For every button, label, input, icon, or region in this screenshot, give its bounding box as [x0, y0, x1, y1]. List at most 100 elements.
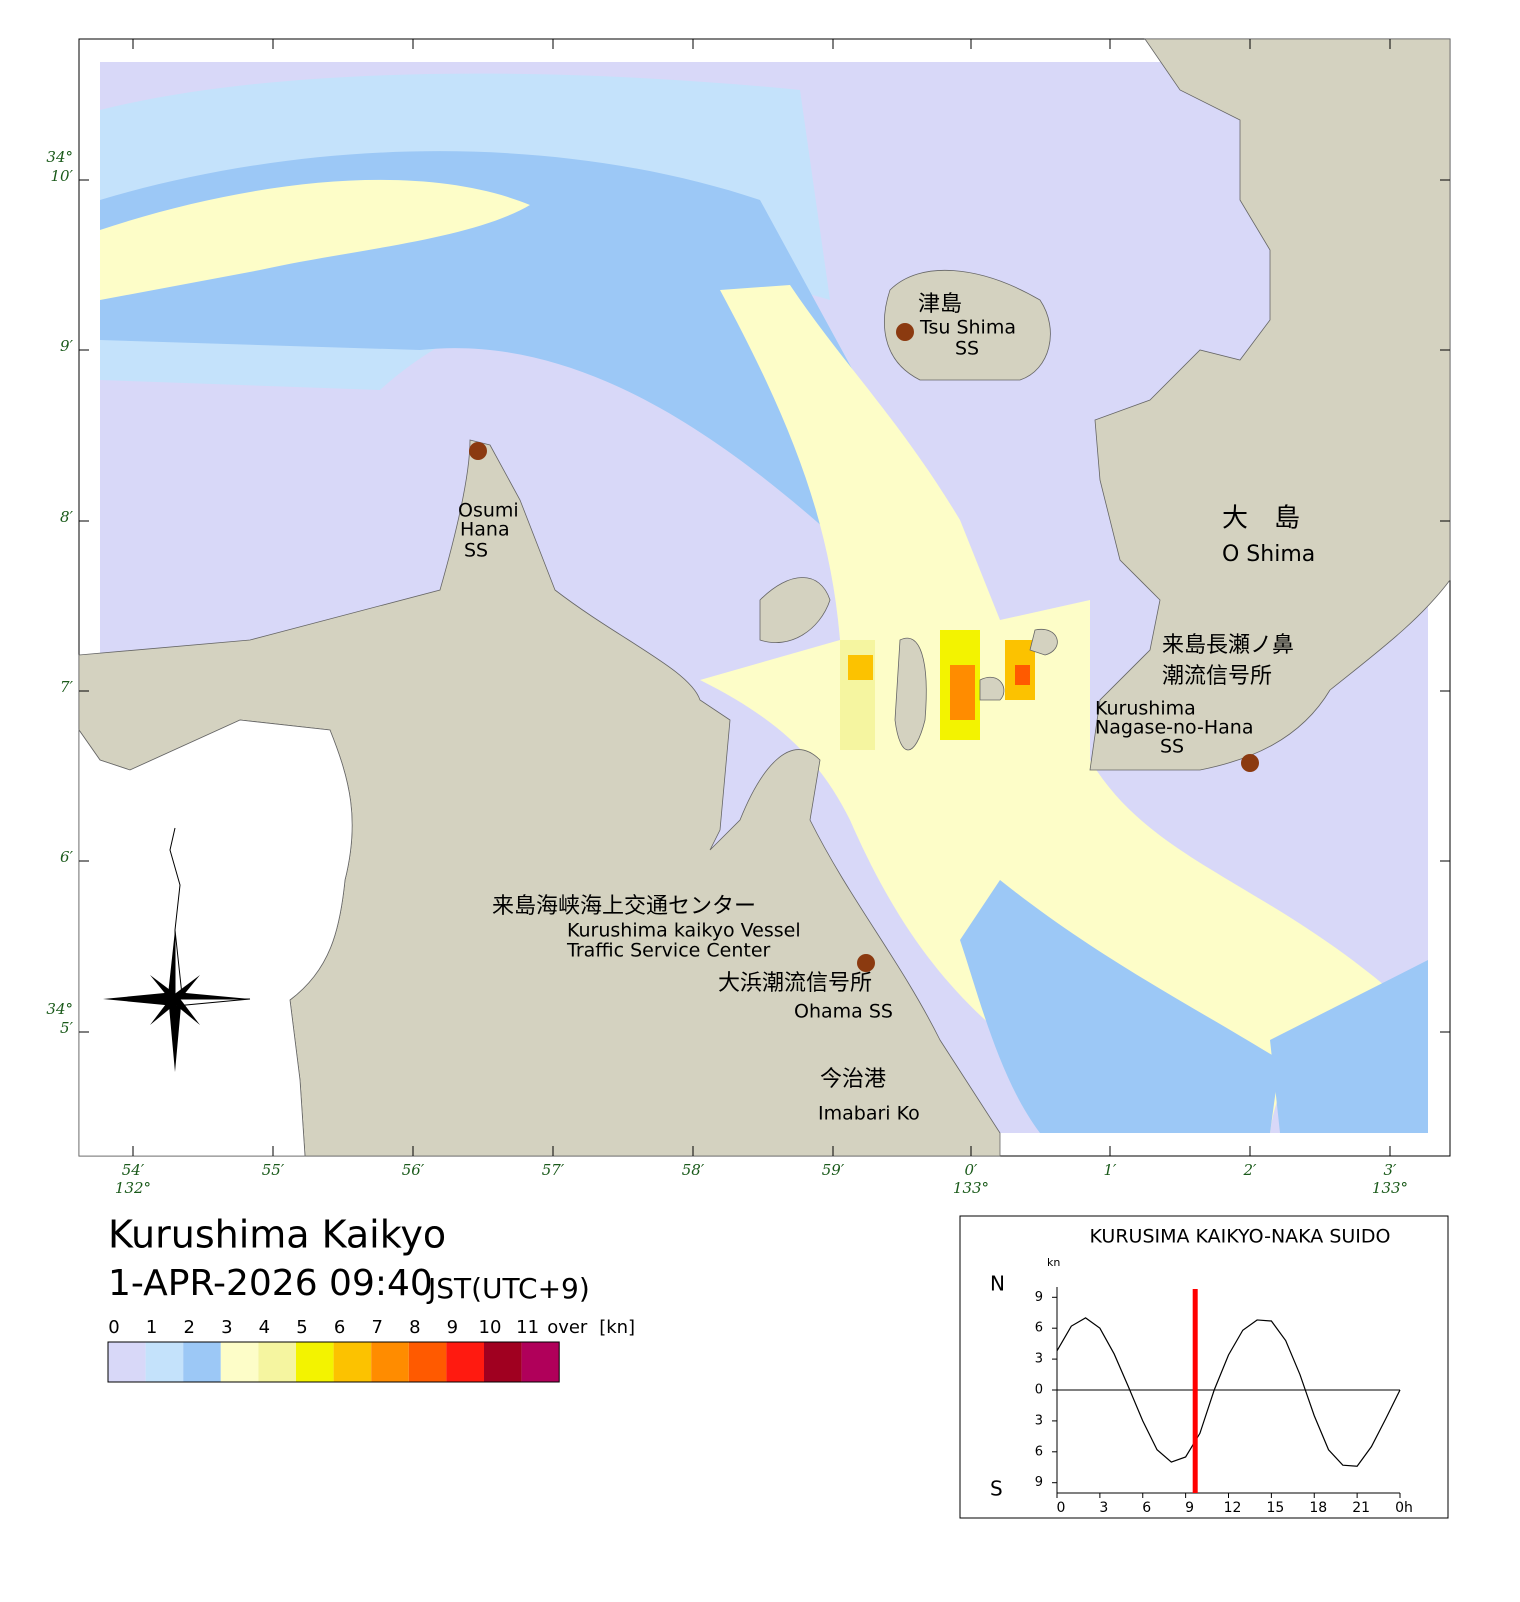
station	[469, 442, 487, 460]
place-label: 潮流信号所	[1162, 664, 1272, 689]
x-tick-label: 9	[1185, 1500, 1194, 1516]
y-tick-label: 0	[1035, 1383, 1043, 1398]
place-label: 来島長瀬ノ鼻	[1162, 633, 1294, 658]
legend-border	[107, 1341, 560, 1383]
island	[894, 637, 927, 751]
lon-tick-label: 59′	[822, 1161, 845, 1179]
lon-tick-label: 3′	[1384, 1161, 1398, 1179]
zone	[700, 285, 1390, 1133]
tide-unit: kn	[1047, 1256, 1060, 1269]
legend-label: 8	[409, 1317, 420, 1338]
place-label: Ohama SS	[794, 1001, 893, 1023]
lat-tick-label: 34°	[46, 1000, 73, 1018]
lat-tick-label: 7′	[60, 678, 74, 696]
legend-label: 9	[447, 1317, 458, 1338]
place-label: Hana	[460, 519, 510, 541]
x-tick-label: 0	[1057, 1500, 1066, 1516]
y-tick-label: 6	[1035, 1321, 1043, 1336]
zone	[1270, 960, 1428, 1133]
datetime: 1-APR-2026 09:40	[108, 1263, 433, 1304]
place-label: 津島	[918, 292, 962, 317]
legend-swatch	[145, 1342, 184, 1382]
zone	[1015, 665, 1030, 685]
legend-label: 5	[296, 1317, 307, 1338]
lon-tick-label: 133°	[1372, 1179, 1408, 1197]
place-label: Nagase-no-Hana	[1095, 717, 1254, 739]
legend-swatch	[296, 1342, 334, 1382]
timezone: JST(UTC+9)	[426, 1272, 590, 1305]
x-tick-label: 3	[1099, 1500, 1108, 1516]
place-label: Tsu Shima	[919, 317, 1016, 339]
lat-tick-label: 6′	[60, 848, 74, 866]
legend-label: over	[547, 1317, 588, 1338]
legend-swatch	[183, 1342, 221, 1382]
place-label: Traffic Service Center	[566, 940, 771, 962]
lat-tick-label: 34°	[46, 148, 73, 166]
lon-tick-label: 57′	[542, 1161, 565, 1179]
station	[896, 323, 914, 341]
legend-label: 11	[516, 1317, 539, 1338]
legend-label: 1	[146, 1317, 157, 1338]
island	[979, 677, 1005, 701]
place-label: 今治港	[820, 1067, 886, 1092]
legend-label: 3	[221, 1317, 232, 1338]
legend-swatch	[371, 1342, 409, 1382]
place-label: Imabari Ko	[818, 1103, 920, 1125]
place-labels: 津島 Tsu Shima SS Osumi Hana SS 大 島 O Shim…	[458, 292, 1315, 1125]
place-label: Osumi	[458, 500, 519, 522]
zone	[950, 665, 975, 720]
x-tick-label: 0h	[1395, 1500, 1413, 1516]
zone	[100, 179, 530, 300]
lat-tick-label: 10′	[51, 167, 74, 185]
lon-tick-label: 56′	[402, 1161, 425, 1179]
lat-tick-label: 9′	[60, 337, 74, 355]
x-tick-label: 18	[1309, 1500, 1327, 1516]
lat-tick-label: 5′	[60, 1019, 74, 1037]
place-label: 大浜潮流信号所	[718, 971, 872, 996]
place-label: Kurushima	[1095, 698, 1196, 720]
place-label: SS	[955, 338, 979, 360]
tide-panel	[959, 1215, 1449, 1519]
lon-tick-label: 132°	[115, 1179, 151, 1197]
land	[1089, 38, 1451, 771]
lon-tick-label: 1′	[1104, 1161, 1118, 1179]
place-label: Kurushima kaikyo Vessel	[567, 920, 801, 942]
island	[884, 269, 1051, 381]
south-label: S	[990, 1477, 1003, 1501]
legend-swatch	[446, 1342, 484, 1382]
legend-label: 4	[259, 1317, 270, 1338]
lon-tick-label: 58′	[682, 1161, 705, 1179]
place-label: SS	[464, 540, 488, 562]
lon-tick-label: 2′	[1243, 1161, 1258, 1179]
zone	[960, 880, 1280, 1133]
lon-tick-label: 133°	[953, 1179, 989, 1197]
map-title: Kurushima Kaikyo	[108, 1213, 446, 1257]
legend-label: 6	[334, 1317, 345, 1338]
place-label: 来島海峡海上交通センター	[492, 894, 756, 919]
station	[1241, 754, 1259, 772]
lon-tick-label: 0′	[965, 1161, 979, 1179]
y-tick-label: 9	[1035, 1475, 1043, 1490]
legend-label: 7	[371, 1317, 382, 1338]
legend-swatch	[408, 1342, 447, 1382]
y-tick-label: 9	[1035, 1290, 1043, 1305]
lon-tick-label: 55′	[262, 1161, 285, 1179]
place-label: SS	[1160, 736, 1184, 758]
legend-label: 2	[183, 1317, 194, 1338]
legend-swatch	[258, 1342, 296, 1382]
legend-swatch	[521, 1342, 560, 1382]
legend-swatch	[333, 1342, 372, 1382]
y-tick-label: 3	[1035, 1413, 1043, 1428]
legend-label: 10	[479, 1317, 502, 1338]
legend-label: 0	[108, 1317, 119, 1338]
lon-tick-label: 54′	[122, 1161, 145, 1179]
north-label: N	[990, 1272, 1005, 1296]
y-tick-label: 6	[1035, 1444, 1043, 1459]
legend: 0 1 2 3 4 5 6 7 8 9 10 11 over [kn]	[107, 1317, 635, 1383]
x-tick-label: 6	[1142, 1500, 1151, 1516]
x-tick-label: 21	[1352, 1500, 1370, 1516]
island	[759, 577, 831, 643]
tide-title: KURUSIMA KAIKYO-NAKA SUIDO	[1089, 1226, 1390, 1248]
